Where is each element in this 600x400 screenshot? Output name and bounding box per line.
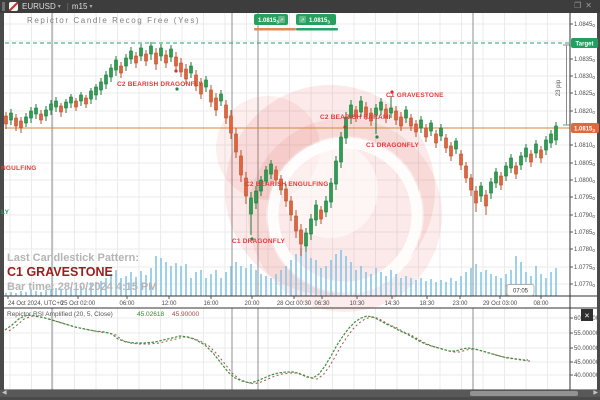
scrollbar-handle[interactable] [470, 391, 578, 396]
svg-text:16:00: 16:00 [203, 301, 219, 307]
svg-text:1.07750: 1.07750 [574, 265, 595, 272]
divider: | [66, 2, 69, 11]
svg-text:C1 DRAGONFLY: C1 DRAGONFLY [232, 238, 286, 245]
restore-icon[interactable]: ❐ [574, 1, 586, 10]
svg-text:18:30: 18:30 [419, 301, 435, 307]
svg-text:25 Oct 02:00: 25 Oct 02:00 [61, 301, 96, 307]
current-price-badge: 1.08153 [571, 123, 599, 133]
target-badge-label: Target [576, 42, 594, 48]
pattern-info-overlay: Last Candlestick Pattern: C1 GRAVESTONE … [7, 252, 157, 293]
svg-text:1.08450: 1.08450 [574, 22, 595, 29]
close-icon[interactable]: ✕ [585, 1, 596, 10]
svg-text:20:00: 20:00 [244, 301, 260, 307]
svg-text:1.08153: 1.08153 [574, 127, 595, 134]
svg-text:↗: ↗ [279, 18, 283, 24]
rsi-lines-layer [4, 314, 532, 385]
rsi-panel-header: Repictor RSI Amplified (20, 5, Close) 45… [7, 311, 199, 318]
indicator-name-label: Repictor Candle Recog Free (Yes) [27, 16, 200, 25]
svg-text:1.08153: 1.08153 [309, 18, 330, 25]
countdown-label: 07:05 [513, 289, 529, 295]
svg-text:1.08153: 1.08153 [258, 18, 279, 25]
tab-accent [2, 2, 5, 11]
svg-text:55.00000: 55.00000 [574, 331, 600, 337]
window-controls[interactable]: ❐✕ [574, 1, 596, 10]
svg-text:10:30: 10:30 [349, 301, 365, 307]
timeframe-selector[interactable]: m15 [71, 2, 88, 11]
grid-layer [4, 13, 570, 390]
svg-text:C1 DRAGONFLY: C1 DRAGONFLY [366, 142, 420, 149]
pip-distance-label: 23 pip [556, 79, 562, 96]
volume-histogram [5, 248, 557, 296]
overlay-pattern-name: C1 GRAVESTONE [7, 265, 113, 279]
close-x-icon[interactable]: × [584, 311, 589, 321]
svg-text:1.08100: 1.08100 [574, 143, 595, 150]
signal-badges[interactable]: 1.08153 ↗ 1.08153↗ [254, 14, 338, 31]
svg-text:08:00: 08:00 [533, 301, 549, 307]
timeframe-caret-icon[interactable]: ▾ [89, 4, 93, 10]
chart-title-bar: EURUSD ▾ | m15 ▾ ❐✕ [0, 0, 600, 13]
svg-text:06:30: 06:30 [314, 301, 330, 307]
svg-text:40.00000: 40.00000 [574, 373, 600, 379]
svg-text:28 Oct 00:30: 28 Oct 00:30 [277, 301, 312, 307]
svg-text:14:30: 14:30 [384, 301, 400, 307]
pattern-marker-dots [174, 69, 394, 241]
overlay-title: Last Candlestick Pattern: [7, 252, 139, 264]
svg-text:45.00000: 45.00000 [574, 360, 600, 366]
svg-text:1.07800: 1.07800 [574, 247, 595, 254]
target-price-badge: Target [571, 38, 598, 48]
svg-text:1.07850: 1.07850 [574, 230, 595, 237]
rsi-title: Repictor RSI Amplified (20, 5, Close) [7, 311, 113, 318]
symbol-caret-icon[interactable]: ▾ [57, 4, 61, 10]
svg-text:1.07700: 1.07700 [574, 282, 595, 289]
pip-distance-bracket: 23 pip [556, 44, 570, 126]
svg-text:1.08250: 1.08250 [574, 91, 595, 98]
overlay-bar-time: Bar time: 28/10/2024 4:15 PM [7, 281, 157, 293]
symbol-logo-icon [9, 2, 18, 11]
svg-text:↗: ↗ [300, 18, 304, 24]
svg-text:1.08300: 1.08300 [574, 74, 595, 81]
scroll-left-icon[interactable]: ◀ [2, 390, 7, 396]
svg-text:50.00000: 50.00000 [574, 346, 600, 352]
rsi-close-button[interactable]: × [581, 309, 593, 321]
svg-text:1.08050: 1.08050 [574, 161, 595, 168]
svg-text:06:00: 06:00 [119, 301, 135, 307]
svg-text:C2 BEARISH HARAMI: C2 BEARISH HARAMI [320, 114, 391, 121]
horizontal-scrollbar[interactable]: ◀ ▶ [0, 390, 600, 397]
svg-text:1.07900: 1.07900 [574, 213, 595, 220]
svg-text:29 Oct 03:00: 29 Oct 03:00 [483, 301, 518, 307]
svg-text:1.08000: 1.08000 [574, 178, 595, 185]
svg-text:LY: LY [1, 209, 10, 216]
scroll-right-icon[interactable]: ▶ [593, 390, 598, 396]
rsi-value-signal: 45.90000 [172, 311, 199, 318]
candle-countdown-tag: 07:05 [505, 284, 535, 296]
svg-text:23:00: 23:00 [452, 301, 468, 307]
svg-text:24 Oct 2024, UTC+0: 24 Oct 2024, UTC+0 [8, 301, 64, 307]
svg-text:12:00: 12:00 [161, 301, 177, 307]
svg-text:1.08350: 1.08350 [574, 57, 595, 64]
pattern-labels-layer: C2 BEARISH DRAGONFLY C1 GRAVESTONE C2 BEAR… [1, 81, 444, 245]
rsi-value-main: 45.02618 [137, 311, 164, 318]
symbol-tab[interactable]: EURUSD [22, 2, 56, 11]
svg-text:C1 GRAVESTONE: C1 GRAVESTONE [386, 92, 444, 99]
svg-text:C2 BEARISH ENGULFING: C2 BEARISH ENGULFING [245, 181, 328, 188]
svg-text:1.08200: 1.08200 [574, 109, 595, 116]
svg-text:C2 BEARISH DRAGONFLY: C2 BEARISH DRAGONFLY [117, 81, 203, 88]
svg-text:NGULFING: NGULFING [1, 165, 37, 172]
svg-text:1.07950: 1.07950 [574, 195, 595, 202]
